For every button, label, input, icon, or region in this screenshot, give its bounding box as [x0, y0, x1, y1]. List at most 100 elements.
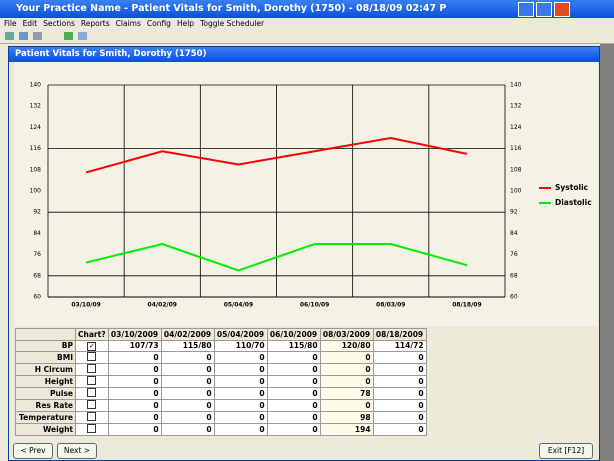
menu-item[interactable]: Edit	[22, 19, 38, 28]
row-label: BP	[15, 339, 76, 352]
dialog-title: Patient Vitals for Smith, Dorothy (1750)	[9, 47, 599, 62]
y-tick-label: 68	[33, 272, 41, 279]
menu-item[interactable]: Claims	[115, 19, 141, 28]
value-cell: 0	[266, 375, 321, 388]
y-tick-label: 132	[30, 103, 42, 110]
value-cell: 78	[319, 387, 374, 400]
chart-checkbox[interactable]	[87, 412, 97, 421]
value-cell: 0	[160, 423, 215, 436]
x-tick-label: 04/02/09	[148, 302, 177, 309]
prev-button[interactable]: < Prev	[13, 443, 53, 459]
menu-item[interactable]: Help	[176, 19, 195, 28]
value-cell: 98	[319, 411, 374, 424]
value-cell: 0	[107, 363, 162, 376]
tool-icon[interactable]	[19, 32, 28, 40]
y2-tick-label: 108	[510, 166, 522, 173]
y2-tick-label: 60	[510, 294, 518, 301]
value-cell: 0	[160, 375, 215, 388]
value-cell: 0	[213, 411, 268, 424]
table-row: Res Rate 0 0 0 0 0 0	[15, 399, 427, 412]
chart-checkbox[interactable]	[87, 388, 97, 397]
value-cell: 0	[213, 363, 268, 376]
value-cell: 0	[266, 411, 321, 424]
legend-label: Diastolic	[555, 198, 592, 207]
tool-icon[interactable]	[78, 32, 87, 40]
window-controls	[518, 2, 570, 17]
value-cell: 0	[160, 411, 215, 424]
column-header: 04/02/2009	[160, 328, 215, 341]
vitals-table: Chart? 03/10/2009 04/02/2009 05/04/2009 06/1…	[15, 328, 427, 436]
menu-item[interactable]: Reports	[80, 19, 110, 28]
y-tick-label: 92	[33, 209, 41, 216]
x-tick-label: 05/04/09	[224, 302, 253, 309]
menu-item[interactable]: Config	[146, 19, 171, 28]
close[interactable]	[554, 2, 570, 17]
row-label: Pulse	[15, 387, 76, 400]
y2-tick-label: 116	[510, 145, 522, 152]
x-tick-label: 03/10/09	[71, 302, 100, 309]
y-tick-label: 108	[30, 166, 42, 173]
next-button[interactable]: Next >	[57, 443, 97, 459]
tool-icon[interactable]	[64, 32, 73, 40]
value-cell: 0	[107, 423, 162, 436]
chart-checkbox[interactable]	[87, 424, 97, 433]
chart-checkbox[interactable]	[87, 352, 97, 361]
value-cell: 0	[160, 363, 215, 376]
row-label: Res Rate	[15, 399, 76, 412]
value-cell: 0	[319, 363, 374, 376]
corner-cell	[15, 328, 76, 341]
value-cell: 115/80	[160, 339, 215, 352]
x-tick-label: 08/03/09	[376, 302, 405, 309]
value-cell: 0	[266, 387, 321, 400]
value-cell: 0	[266, 351, 321, 364]
chart-checkbox[interactable]	[87, 376, 97, 385]
y2-tick-label: 68	[510, 272, 518, 279]
x-tick-label: 06/10/09	[300, 302, 329, 309]
chart-cell	[75, 399, 109, 412]
row-label: H Circum	[15, 363, 76, 376]
tool-icon[interactable]	[5, 32, 14, 40]
minimize[interactable]	[518, 2, 534, 17]
toolbar-icons	[5, 32, 87, 40]
window-title: Your Practice Name - Patient Vitals for …	[0, 0, 614, 18]
value-cell: 0	[372, 387, 427, 400]
y-tick-label: 124	[30, 124, 42, 131]
y2-tick-label: 132	[510, 103, 522, 110]
dialog: Patient Vitals for Smith, Dorothy (1750)…	[8, 46, 600, 461]
value-cell: 107/73	[107, 339, 162, 352]
value-cell: 0	[372, 423, 427, 436]
chart-cell	[75, 363, 109, 376]
value-cell: 0	[213, 375, 268, 388]
series-line	[85, 242, 468, 272]
menu-item[interactable]: Toggle Scheduler	[200, 19, 265, 28]
chart-cell	[75, 375, 109, 388]
column-header: Chart?	[75, 328, 109, 341]
value-cell: 0	[319, 351, 374, 364]
menu-item[interactable]: Sections	[43, 19, 75, 28]
chart-checkbox[interactable]	[87, 400, 97, 409]
y2-tick-label: 76	[510, 251, 518, 258]
chart-background	[15, 62, 598, 326]
chart-cell: ✓	[75, 339, 109, 352]
table-row: Temperature 0 0 0 0 98 0	[15, 411, 427, 424]
value-cell: 0	[266, 423, 321, 436]
chart-checkbox[interactable]: ✓	[87, 341, 97, 351]
menu-item[interactable]: File	[4, 19, 17, 28]
header-row: Chart? 03/10/2009 04/02/2009 05/04/2009 06/1…	[15, 328, 427, 341]
chart-checkbox[interactable]	[87, 364, 97, 373]
exit-button[interactable]: Exit [F12]	[539, 443, 593, 459]
y-tick-label: 76	[33, 251, 41, 258]
tool-icon[interactable]	[33, 32, 42, 40]
y-tick-label: 60	[33, 294, 41, 301]
column-header: 06/10/2009	[266, 328, 321, 341]
value-cell: 0	[213, 351, 268, 364]
chart-cell	[75, 351, 109, 364]
value-cell: 110/70	[213, 339, 268, 352]
x-tick-label: 08/18/09	[452, 302, 481, 309]
menu-bar: File Edit Sections Reports Claims Config Help T…	[0, 18, 614, 29]
chart-cell	[75, 423, 109, 436]
y-tick-label: 84	[33, 230, 41, 237]
table-row: Weight 0 0 0 0 194 0	[15, 423, 427, 436]
value-cell: 0	[372, 411, 427, 424]
restore[interactable]	[536, 2, 552, 17]
